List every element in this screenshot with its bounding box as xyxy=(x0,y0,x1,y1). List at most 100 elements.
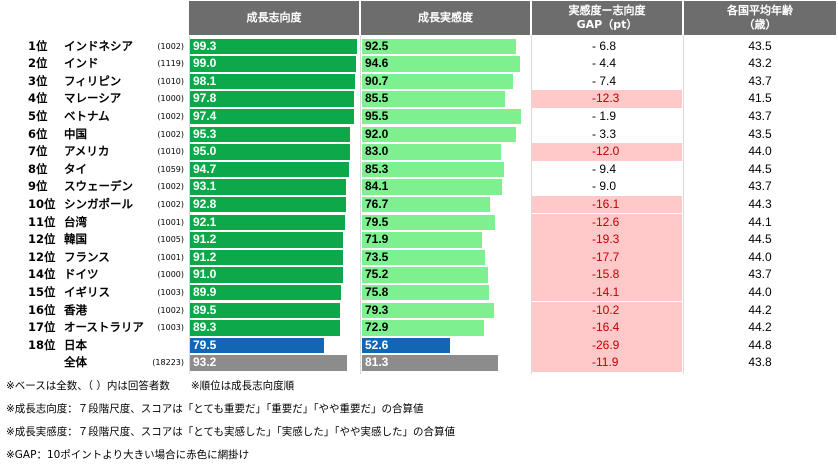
average-age: 43.5 xyxy=(748,126,772,141)
gap-value: - 6.8 xyxy=(592,38,617,53)
realization-value: 76.7 xyxy=(365,196,389,211)
table-row: 3位 フィリピン (1010) 98.1 90.7 - 7.4 43.7 xyxy=(0,73,838,91)
table-row: 6位 中国 (1002) 95.3 92.0 - 3.3 43.5 xyxy=(0,126,838,144)
aspiration-bar xyxy=(190,73,355,90)
table-row: 17位 オーストラリア (1003) 89.3 72.9 -16.4 44.2 xyxy=(0,319,838,337)
aspiration-value: 99.0 xyxy=(193,56,217,71)
rank-label: 15位 xyxy=(28,284,56,299)
gap-value: -16.1 xyxy=(592,196,620,211)
average-age: 44.3 xyxy=(748,196,772,211)
realization-value: 85.5 xyxy=(365,91,389,106)
gap-cell: - 3.3 xyxy=(532,126,682,144)
gap-value: - 1.9 xyxy=(592,108,617,123)
rank-label: 12位 xyxy=(28,249,56,264)
country-name: ドイツ xyxy=(64,267,99,282)
aspiration-bar xyxy=(190,320,341,336)
footnote: ※成長実感度：７段階尺度、スコアは「とても実感した」「実感した」「やや実感した」… xyxy=(6,426,455,438)
column-divider xyxy=(360,36,361,374)
gap-cell: -15.8 xyxy=(532,266,682,284)
aspiration-value: 97.8 xyxy=(193,91,217,106)
rank-label: 6位 xyxy=(28,126,48,141)
aspiration-bar xyxy=(190,284,342,301)
gap-cell: -10.2 xyxy=(532,301,682,320)
gap-value: - 4.4 xyxy=(592,56,617,71)
gap-value: -17.7 xyxy=(592,249,620,264)
column-divider xyxy=(683,36,684,374)
gap-value: -11.9 xyxy=(592,355,619,370)
average-age: 44.5 xyxy=(748,232,772,247)
realization-bar xyxy=(362,108,522,125)
gap-cell: -26.9 xyxy=(532,336,682,355)
country-name: 台湾 xyxy=(64,214,87,229)
aspiration-bar xyxy=(190,56,357,72)
country-name: 香港 xyxy=(64,302,87,317)
aspiration-value: 91.0 xyxy=(193,267,217,282)
gap-value: -10.2 xyxy=(592,302,620,317)
header-aspiration: 成長志向度 xyxy=(189,1,359,35)
average-age: 43.8 xyxy=(748,355,772,370)
table-row: 12位 韓国 (1005) 91.2 71.9 -19.3 44.5 xyxy=(0,231,838,249)
gap-value: -19.3 xyxy=(592,232,620,247)
country-name: インド xyxy=(64,56,99,71)
realization-bar xyxy=(362,249,485,266)
gap-value: - 3.3 xyxy=(592,126,617,141)
rank-label: 2位 xyxy=(28,56,48,71)
aspiration-bar xyxy=(190,232,344,248)
realization-value: 90.7 xyxy=(365,73,389,88)
table-row: 12位 フランス (1001) 91.2 73.5 -17.7 44.0 xyxy=(0,248,838,267)
gap-cell: - 6.8 xyxy=(532,38,682,56)
country-name: スウェーデン xyxy=(64,179,133,194)
header-realization-label: 成長実感度 xyxy=(418,11,473,24)
gap-cell: -16.1 xyxy=(532,195,682,214)
table-row: 9位 スウェーデン (1002) 93.1 84.1 - 9.0 43.7 xyxy=(0,178,838,196)
realization-bar xyxy=(362,284,489,301)
average-age: 44.0 xyxy=(748,249,772,264)
table-row: 5位 ベトナム (1002) 97.4 95.5 - 1.9 43.7 xyxy=(0,108,838,126)
average-age: 41.5 xyxy=(748,91,772,106)
header-aspiration-label: 成長志向度 xyxy=(246,11,302,24)
average-age: 44.0 xyxy=(748,284,772,299)
average-age: 43.7 xyxy=(748,73,772,88)
table-row: 8位 タイ (1059) 94.7 85.3 - 9.4 44.5 xyxy=(0,161,838,179)
gap-value: -15.8 xyxy=(592,267,620,282)
rank-label: 12位 xyxy=(28,232,56,247)
realization-bar xyxy=(362,302,495,319)
respondent-count: (1010) xyxy=(157,76,184,86)
rank-label: 4位 xyxy=(28,91,48,106)
average-age: 43.7 xyxy=(748,179,772,194)
footnote: ※GAP：10ポイントより大きい場合に赤色に網掛け xyxy=(6,449,250,461)
footnote: ※ベースは全数、（ ）内は回答者数 ※順位は成長志向度順 xyxy=(6,380,295,392)
average-age: 43.7 xyxy=(748,108,772,123)
respondent-count: (1002) xyxy=(157,111,184,121)
respondent-count: (1001) xyxy=(157,252,184,262)
realization-bar xyxy=(362,320,484,336)
respondent-count: (1002) xyxy=(157,305,184,315)
realization-value: 92.5 xyxy=(365,38,389,53)
survey-table: 成長志向度 成長実感度 実感度ー志向度 GAP（pt） 各国平均年齢 （歳） 1… xyxy=(0,1,838,374)
table-row: 4位 マレーシア (1000) 97.8 85.5 -12.3 41.5 xyxy=(0,90,838,108)
respondent-count: (1005) xyxy=(157,235,184,245)
respondent-count: (1000) xyxy=(157,270,184,280)
realization-bar xyxy=(362,337,450,354)
aspiration-bar xyxy=(190,179,347,195)
column-divider xyxy=(189,36,190,374)
average-age: 43.5 xyxy=(748,38,772,53)
aspiration-bar xyxy=(190,214,345,231)
realization-bar xyxy=(362,73,514,90)
header-gap-line2: GAP（pt） xyxy=(576,18,638,31)
average-age: 44.8 xyxy=(748,337,772,352)
realization-value: 81.3 xyxy=(365,355,389,370)
realization-value: 84.1 xyxy=(365,179,389,194)
aspiration-bar xyxy=(190,302,341,319)
aspiration-value: 98.1 xyxy=(193,73,217,88)
rank-label: 11位 xyxy=(28,214,56,229)
gap-value: -12.0 xyxy=(592,144,620,159)
realization-value: 92.0 xyxy=(365,126,389,141)
average-age: 43.7 xyxy=(748,267,772,282)
country-name: 日本 xyxy=(64,337,87,352)
aspiration-value: 89.9 xyxy=(193,284,217,299)
aspiration-value: 79.5 xyxy=(193,337,217,352)
gap-cell: - 7.4 xyxy=(532,73,682,91)
country-name: フランス xyxy=(64,249,110,264)
realization-value: 79.3 xyxy=(365,302,389,317)
